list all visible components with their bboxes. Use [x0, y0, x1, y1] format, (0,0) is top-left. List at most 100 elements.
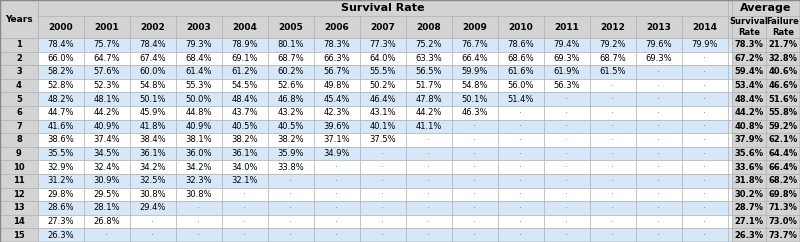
- Bar: [38, 188, 84, 201]
- Bar: [0, 228, 38, 242]
- Text: ·: ·: [566, 203, 569, 213]
- Bar: [498, 65, 544, 79]
- Bar: [636, 38, 682, 52]
- Text: ·: ·: [703, 217, 706, 227]
- Bar: [130, 16, 176, 38]
- Text: ·: ·: [658, 135, 661, 145]
- Text: 44.2%: 44.2%: [734, 108, 764, 117]
- Bar: [0, 92, 38, 106]
- Bar: [176, 65, 222, 79]
- Bar: [222, 106, 268, 120]
- Bar: [728, 16, 732, 38]
- Text: ·: ·: [427, 135, 430, 145]
- Text: 45.4%: 45.4%: [324, 95, 350, 104]
- Bar: [544, 174, 590, 188]
- Text: 27.3%: 27.3%: [48, 217, 74, 226]
- Text: 46.8%: 46.8%: [278, 95, 304, 104]
- Text: 36.1%: 36.1%: [232, 149, 258, 158]
- Bar: [222, 147, 268, 160]
- Text: 36.1%: 36.1%: [140, 149, 166, 158]
- Text: ·: ·: [566, 121, 569, 131]
- Text: 46.3%: 46.3%: [462, 108, 488, 117]
- Text: 68.7%: 68.7%: [278, 54, 304, 63]
- Bar: [0, 79, 38, 92]
- Text: 34.5%: 34.5%: [94, 149, 120, 158]
- Bar: [544, 188, 590, 201]
- Text: 32.9%: 32.9%: [48, 163, 74, 172]
- Bar: [766, 228, 800, 242]
- Text: 54.5%: 54.5%: [232, 81, 258, 90]
- Text: 34.9%: 34.9%: [324, 149, 350, 158]
- Text: ·: ·: [611, 108, 614, 118]
- Bar: [176, 38, 222, 52]
- Bar: [636, 16, 682, 38]
- Text: 76.7%: 76.7%: [462, 40, 488, 49]
- Bar: [728, 0, 732, 16]
- Bar: [544, 147, 590, 160]
- Bar: [590, 38, 636, 52]
- Text: ·: ·: [151, 217, 154, 227]
- Text: 44.2%: 44.2%: [94, 108, 120, 117]
- Bar: [222, 215, 268, 228]
- Bar: [222, 228, 268, 242]
- Text: ·: ·: [658, 230, 661, 240]
- Text: 1: 1: [16, 40, 22, 49]
- Bar: [130, 201, 176, 215]
- Bar: [406, 65, 452, 79]
- Text: 50.0%: 50.0%: [186, 95, 212, 104]
- Text: 56.5%: 56.5%: [416, 68, 442, 76]
- Bar: [176, 120, 222, 133]
- Bar: [766, 174, 800, 188]
- Text: 35.6%: 35.6%: [734, 149, 763, 158]
- Text: 30.8%: 30.8%: [140, 190, 166, 199]
- Bar: [728, 106, 732, 120]
- Bar: [360, 215, 406, 228]
- Bar: [636, 79, 682, 92]
- Bar: [728, 120, 732, 133]
- Bar: [268, 120, 314, 133]
- Bar: [406, 106, 452, 120]
- Bar: [176, 188, 222, 201]
- Bar: [732, 133, 766, 147]
- Text: 64.4%: 64.4%: [768, 149, 798, 158]
- Text: ·: ·: [566, 176, 569, 186]
- Bar: [0, 160, 38, 174]
- Text: 49.8%: 49.8%: [324, 81, 350, 90]
- Text: 6: 6: [16, 108, 22, 117]
- Bar: [314, 52, 360, 65]
- Text: ·: ·: [703, 203, 706, 213]
- Text: 59.4%: 59.4%: [734, 68, 763, 76]
- Bar: [176, 147, 222, 160]
- Text: ·: ·: [611, 149, 614, 159]
- Bar: [498, 120, 544, 133]
- Text: ·: ·: [474, 203, 477, 213]
- Bar: [38, 92, 84, 106]
- Bar: [130, 147, 176, 160]
- Bar: [452, 160, 498, 174]
- Text: 46.4%: 46.4%: [370, 95, 396, 104]
- Text: ·: ·: [243, 203, 246, 213]
- Bar: [452, 228, 498, 242]
- Text: ·: ·: [611, 121, 614, 131]
- Text: ·: ·: [658, 189, 661, 199]
- Bar: [732, 215, 766, 228]
- Bar: [498, 147, 544, 160]
- Bar: [544, 106, 590, 120]
- Bar: [360, 147, 406, 160]
- Bar: [84, 160, 130, 174]
- Text: 29.8%: 29.8%: [48, 190, 74, 199]
- Text: ·: ·: [566, 162, 569, 172]
- Text: 46.6%: 46.6%: [768, 81, 798, 90]
- Text: 2: 2: [16, 54, 22, 63]
- Text: 79.9%: 79.9%: [692, 40, 718, 49]
- Text: ·: ·: [290, 189, 293, 199]
- Text: ·: ·: [703, 162, 706, 172]
- Bar: [176, 201, 222, 215]
- Bar: [766, 120, 800, 133]
- Text: 7: 7: [16, 122, 22, 131]
- Text: 55.5%: 55.5%: [370, 68, 396, 76]
- Bar: [728, 92, 732, 106]
- Bar: [406, 16, 452, 38]
- Bar: [406, 120, 452, 133]
- Text: 47.8%: 47.8%: [416, 95, 442, 104]
